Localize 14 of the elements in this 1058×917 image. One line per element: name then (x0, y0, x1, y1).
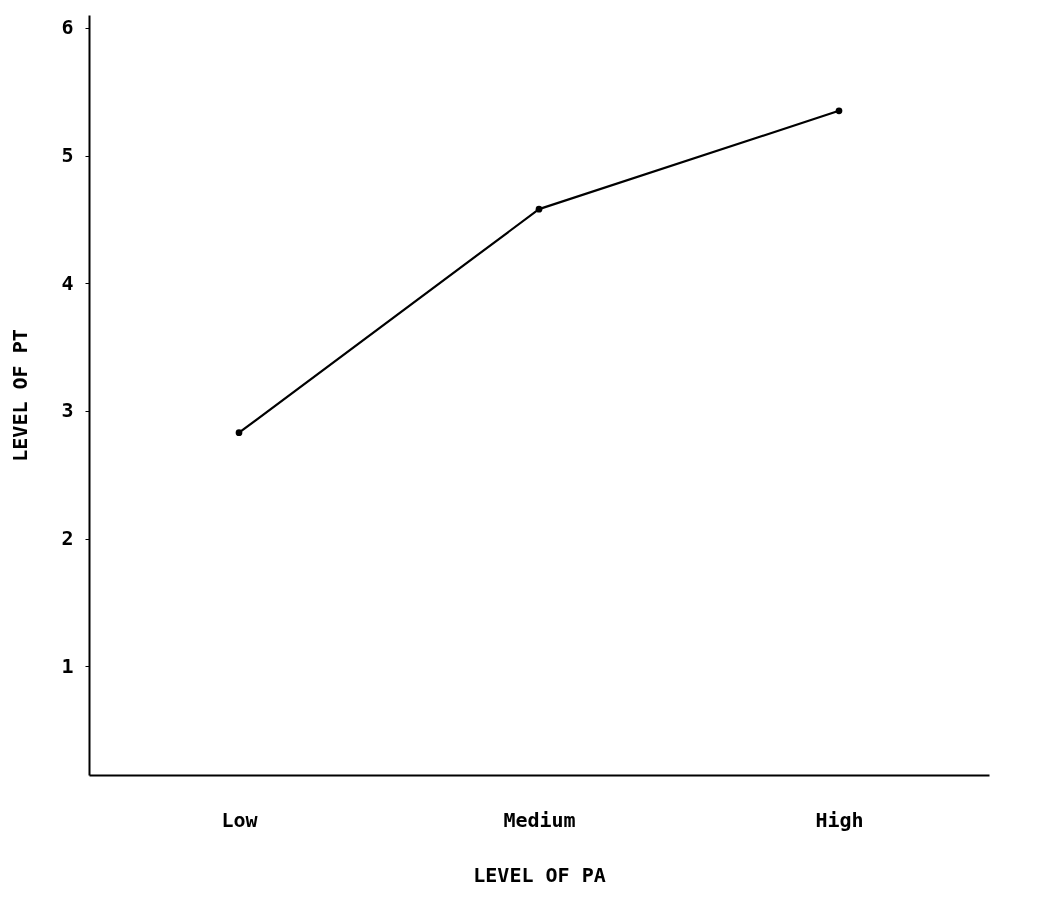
y-tick-label: 1 (61, 653, 74, 678)
y-tick-label: 4 (61, 270, 74, 295)
point (235, 429, 243, 437)
x-axis-title: LEVEL OF PA (473, 862, 606, 887)
point (835, 107, 843, 115)
y-axis-title: LEVEL OF PT (8, 329, 33, 462)
y-tick-label: 3 (61, 398, 74, 423)
x-tick-label: Low (221, 807, 259, 832)
y-tick-label: 6 (61, 15, 74, 40)
point (535, 205, 543, 213)
x-tick-label: Medium (503, 807, 576, 832)
y-tick-label: 5 (61, 143, 74, 167)
x-tick-label: High (815, 807, 864, 832)
y-tick-label: 2 (61, 526, 74, 551)
